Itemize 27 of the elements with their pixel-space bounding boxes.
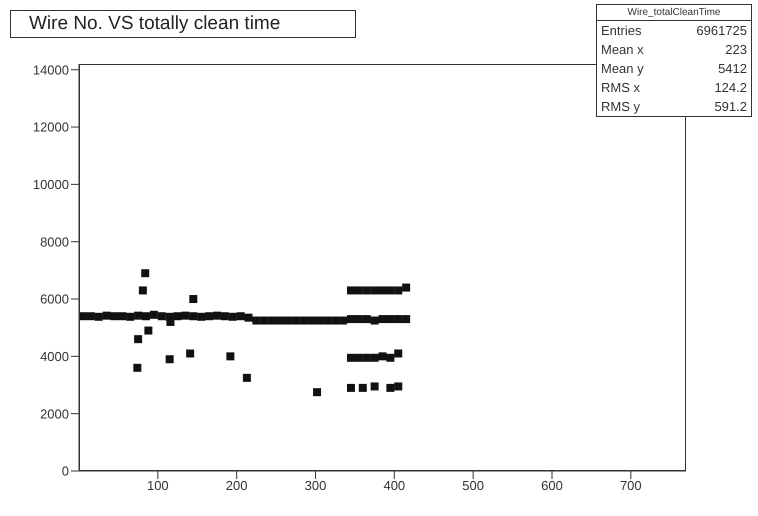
text: 6961725 (696, 23, 747, 38)
x-tick-label: 400 (383, 478, 406, 494)
chart-title: Wire No. VS totally clean time (10, 10, 356, 38)
annotation: Mean y (601, 61, 644, 76)
text: 124.2 (714, 80, 747, 95)
x-tick-label: 100 (146, 478, 169, 494)
text: 591.2 (714, 99, 747, 114)
y-tick-label: 12000 (32, 120, 69, 135)
y-tick-label: 4000 (40, 348, 69, 364)
annotation: RMS y (601, 99, 640, 114)
x-tick-label: 700 (620, 478, 642, 494)
text: Wire_totalCleanTime (597, 5, 751, 21)
text: 223 (725, 42, 747, 57)
y-tick-label: 6000 (40, 292, 69, 307)
x-tick-label: 300 (304, 478, 326, 494)
y-tick-label: 10000 (32, 176, 69, 192)
x-tick-label: 600 (541, 478, 563, 494)
text: 5412 (718, 61, 747, 76)
y-tick-label: 0 (62, 464, 69, 479)
text: Entries (601, 23, 642, 38)
x-tick-label: 500 (462, 478, 484, 494)
text: Mean x (601, 42, 644, 57)
x-tick-label: 200 (226, 478, 248, 494)
y-tick-label: 2000 (40, 406, 69, 422)
y-tick-label: 14000 (32, 62, 69, 78)
y-tick-label: 8000 (40, 234, 69, 250)
annotation: RMS x (601, 80, 640, 95)
